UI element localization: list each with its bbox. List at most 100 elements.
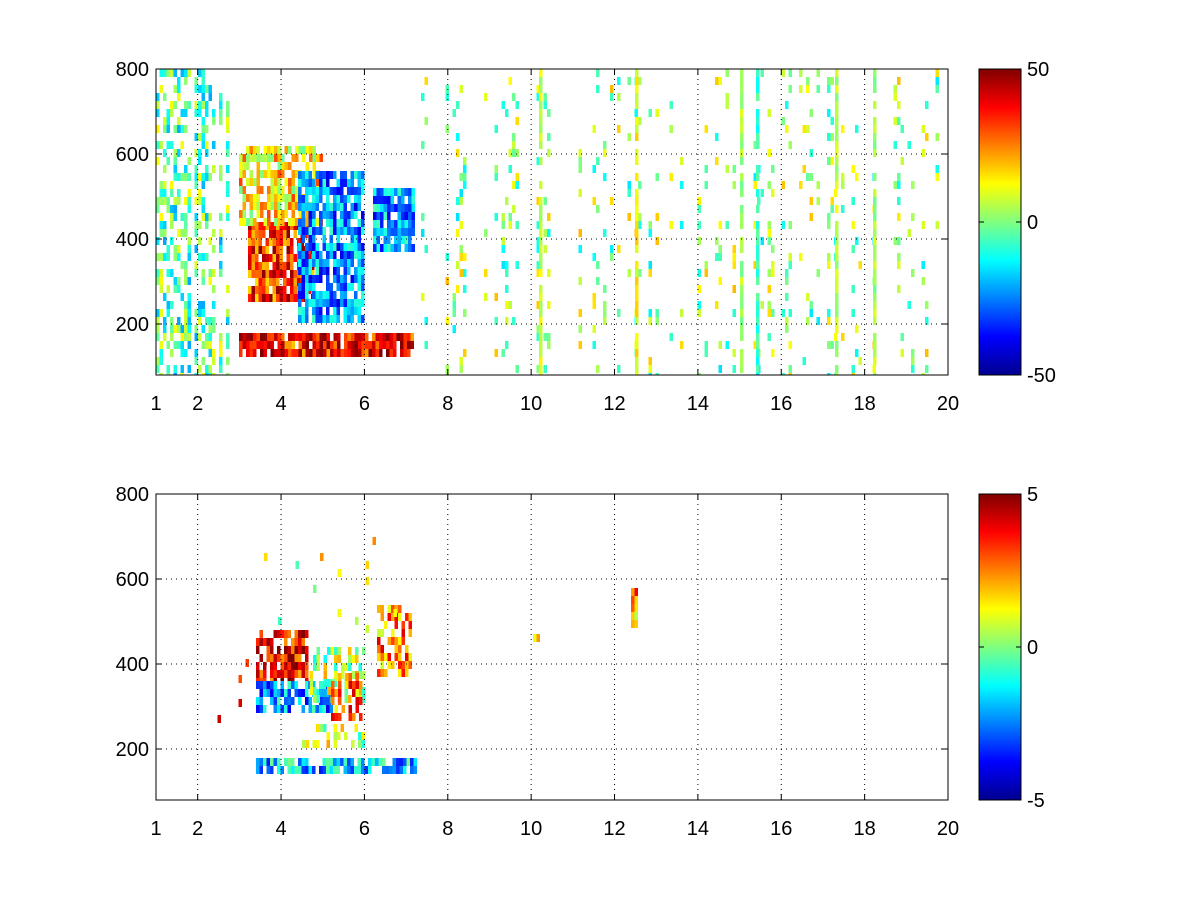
heatmap-cell (319, 219, 323, 227)
heatmap-cell (177, 277, 181, 285)
heatmap-cell (383, 212, 387, 220)
heatmap-cell (298, 283, 302, 291)
heatmap-cell (718, 253, 722, 261)
heatmap-cell (508, 301, 512, 309)
heatmap-cell (372, 537, 376, 545)
heatmap-cell (390, 228, 394, 236)
heatmap-cell (740, 349, 744, 357)
heatmap-cell (201, 309, 205, 317)
heatmap-cell (266, 654, 270, 662)
heatmap-cell (806, 173, 810, 181)
heatmap-cell (319, 681, 323, 689)
heatmap-cell (617, 309, 621, 317)
heatmap-cell (638, 117, 642, 125)
heatmap-cell (294, 654, 298, 662)
heatmap-cell (501, 261, 505, 269)
heatmap-cell (635, 101, 639, 109)
heatmap-cell (753, 141, 757, 149)
heatmap-cell (873, 285, 877, 293)
heatmap-cell (326, 251, 330, 259)
heatmap-cell (336, 275, 340, 283)
heatmap-cell (212, 285, 216, 293)
heatmap-cell (255, 222, 259, 230)
heatmap-cell (760, 69, 764, 77)
heatmap-cell (387, 244, 391, 252)
heatmap-cell (269, 294, 273, 302)
heatmap-cell (873, 117, 877, 125)
x-tick-label: 18 (854, 393, 876, 415)
heatmap-cell (258, 294, 262, 302)
heatmap-cell (246, 333, 250, 341)
heatmap-cell (323, 679, 327, 687)
heatmap-cell (512, 93, 516, 101)
heatmap-cell (578, 325, 582, 333)
heatmap-cell (350, 203, 354, 211)
heatmap-cell (270, 194, 274, 202)
heatmap-cell (187, 69, 191, 77)
heatmap-cell (362, 671, 366, 679)
heatmap-cell (858, 261, 862, 269)
heatmap-cell (835, 245, 839, 253)
heatmap-cell (326, 705, 330, 713)
heatmap-cell (173, 149, 177, 157)
heatmap-cell (298, 654, 302, 662)
heatmap-cell (262, 230, 266, 238)
x-tick-label: 6 (359, 393, 370, 415)
heatmap-cell (177, 197, 181, 205)
heatmap-cell (389, 349, 393, 357)
heatmap-cell (635, 365, 639, 373)
heatmap-cell (315, 187, 319, 195)
heatmap-cell (873, 253, 877, 261)
heatmap-cell (873, 173, 877, 181)
heatmap-cell (398, 613, 402, 621)
heatmap-cell (312, 146, 316, 154)
heatmap-cell (411, 204, 415, 212)
heatmap-cell (348, 655, 352, 663)
heatmap-cell (635, 213, 639, 221)
heatmap-cell (288, 162, 292, 170)
heatmap-cell (405, 653, 409, 661)
heatmap-cell (333, 740, 337, 748)
heatmap-cell (316, 655, 320, 663)
heatmap-cell (239, 210, 243, 218)
heatmap-cell (347, 187, 351, 195)
heatmap-cell (333, 203, 337, 211)
heatmap-cell (635, 77, 639, 85)
heatmap-cell (809, 149, 813, 157)
heatmap-cell (239, 162, 243, 170)
heatmap-cell (323, 655, 327, 663)
heatmap-cell (354, 227, 358, 235)
heatmap-cell (177, 117, 181, 125)
heatmap-cell (343, 219, 347, 227)
heatmap-cell (205, 253, 209, 261)
heatmap-cell (635, 125, 639, 133)
heatmap-cell (322, 203, 326, 211)
heatmap-cell (298, 307, 302, 315)
heatmap-cell (326, 203, 330, 211)
heatmap-cell (515, 221, 519, 229)
heatmap-cell (855, 325, 859, 333)
heatmap-cell (305, 291, 309, 299)
heatmap-cell (897, 261, 901, 269)
heatmap-cell (380, 220, 384, 228)
heatmap-cell (326, 243, 330, 251)
heatmap-cell (536, 365, 540, 373)
heatmap-cell (284, 162, 288, 170)
heatmap-cell (515, 149, 519, 157)
heatmap-cell (680, 309, 684, 317)
heatmap-cell (401, 196, 405, 204)
heatmap-cell (835, 173, 839, 181)
heatmap-cell (308, 211, 312, 219)
heatmap-cell (265, 278, 269, 286)
heatmap-cell (308, 235, 312, 243)
heatmap-cell (319, 291, 323, 299)
heatmap-cell (505, 317, 509, 325)
heatmap-cell (329, 243, 333, 251)
heatmap-cell (756, 141, 760, 149)
heatmap-cell (239, 170, 243, 178)
heatmap-cell (329, 171, 333, 179)
heatmap-cell (284, 194, 288, 202)
heatmap-cell (809, 109, 813, 117)
heatmap-cell (655, 213, 659, 221)
